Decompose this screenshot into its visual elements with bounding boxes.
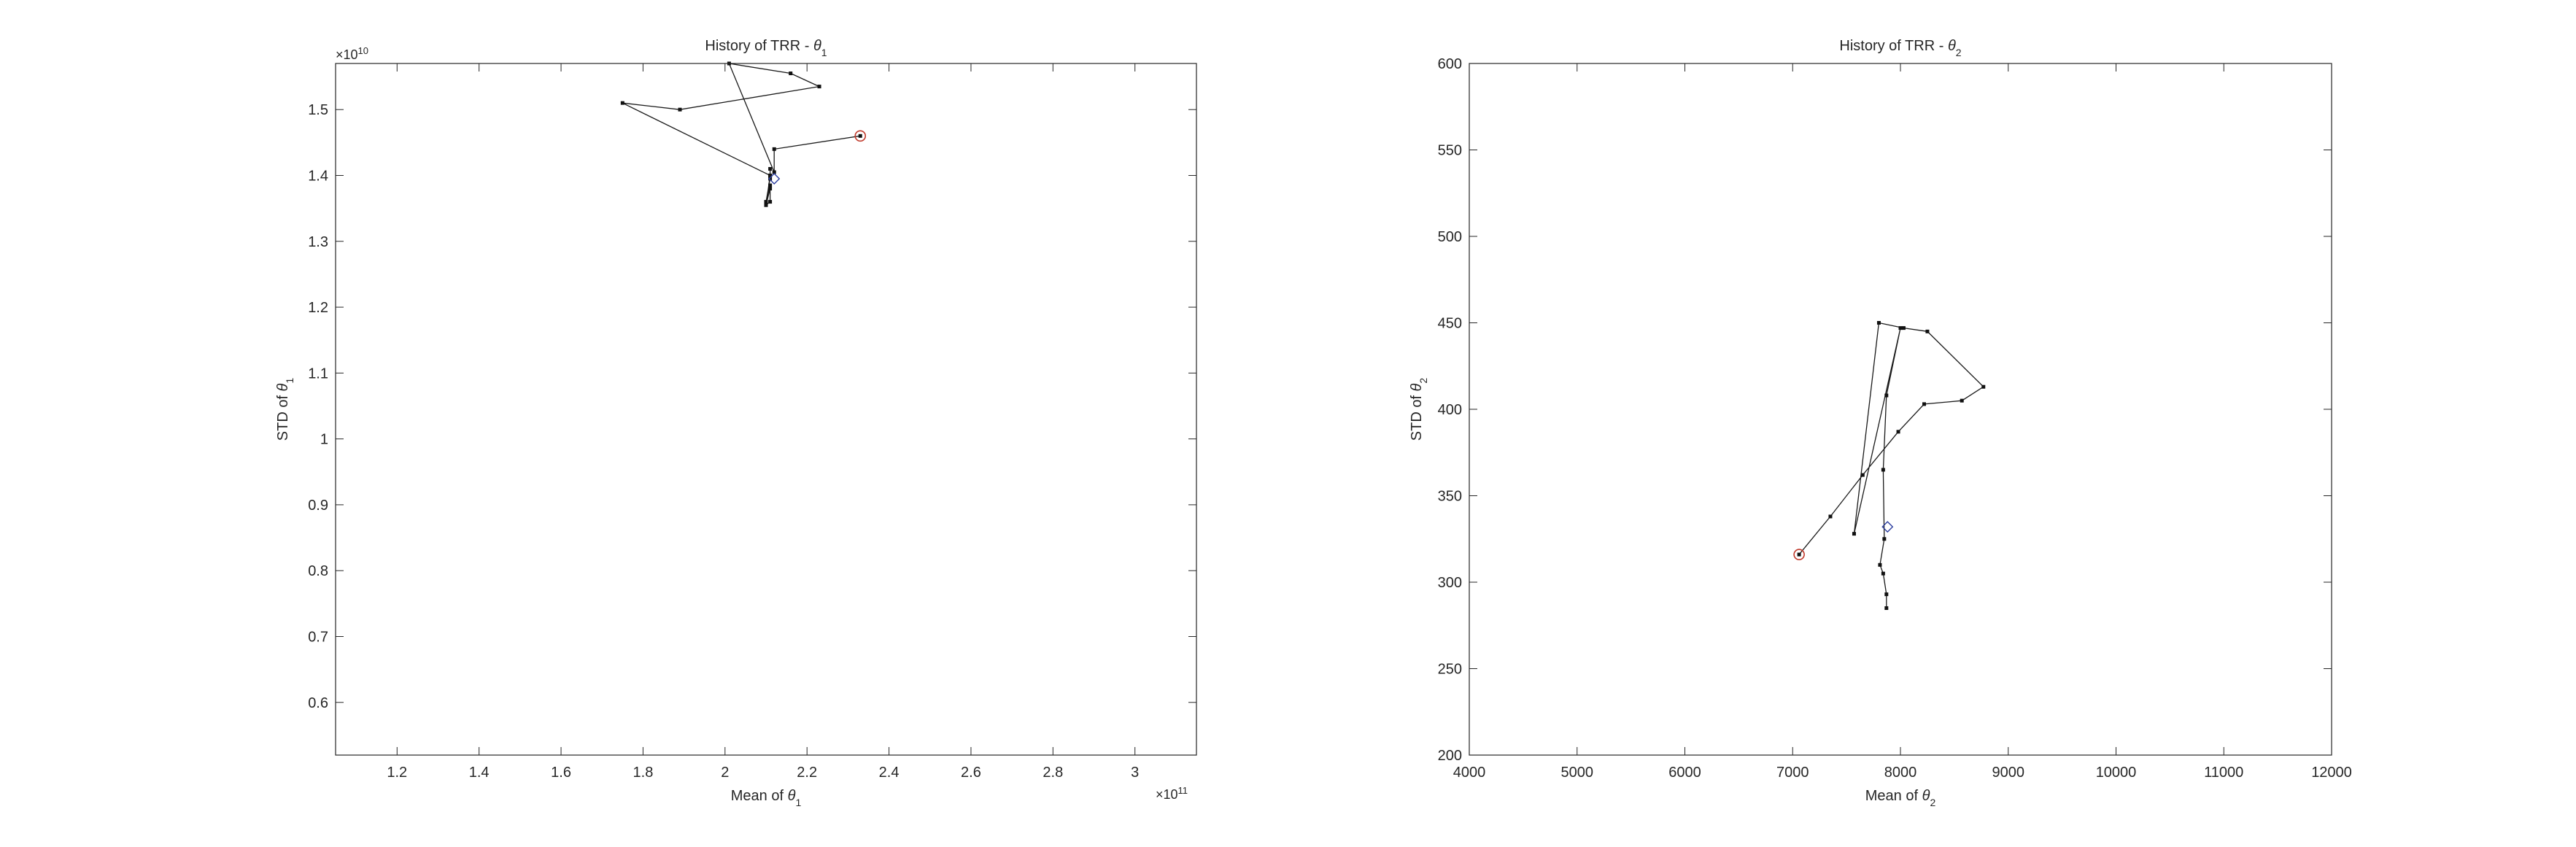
x-tick-label: 2.6 bbox=[961, 765, 981, 781]
chart-title: History of TRR - θ1 bbox=[705, 38, 827, 58]
data-point bbox=[1881, 468, 1885, 472]
axes-frame bbox=[1469, 63, 2332, 756]
data-point bbox=[620, 101, 624, 105]
data-point bbox=[1922, 402, 1927, 406]
y-tick-label: 1 bbox=[320, 432, 328, 448]
data-point bbox=[678, 107, 682, 112]
data-point bbox=[1878, 562, 1882, 567]
x-tick-label: 2 bbox=[721, 765, 729, 781]
x-axis-label: Mean of θ2 bbox=[1865, 788, 1936, 808]
data-point bbox=[768, 183, 773, 187]
end-marker bbox=[768, 173, 781, 185]
data-point bbox=[858, 134, 862, 138]
x-tick-label: 11000 bbox=[2204, 765, 2243, 781]
data-point bbox=[768, 200, 773, 204]
tick-marks bbox=[1469, 63, 2332, 756]
y-axis-label: STD of θ1 bbox=[275, 378, 295, 441]
data-point bbox=[1882, 537, 1887, 541]
axes-box bbox=[335, 63, 1197, 756]
y-tick-label: 0.8 bbox=[308, 563, 328, 579]
x-tick-label: 8000 bbox=[1884, 765, 1917, 781]
start-marker bbox=[854, 130, 867, 142]
trajectory-line bbox=[622, 63, 861, 206]
data-point bbox=[1896, 430, 1900, 434]
x-tick-label: 1.8 bbox=[633, 765, 654, 781]
data-point bbox=[772, 170, 776, 174]
x-tick-label: 1.6 bbox=[551, 765, 571, 781]
x-tick-label: 2.4 bbox=[879, 765, 900, 781]
data-point bbox=[1901, 326, 1906, 330]
y-axis-exponent: ×1010 bbox=[336, 45, 368, 63]
end-marker bbox=[1881, 521, 1894, 533]
x-tick-label: 1.2 bbox=[387, 765, 407, 781]
y-tick-label: 600 bbox=[1438, 56, 1462, 72]
tick-labels: 4000 5000 6000 7000 8000 9000 10000 11000 12000 2… bbox=[1438, 56, 2352, 781]
y-tick-label: 300 bbox=[1438, 575, 1462, 591]
y-tick-label: 1.5 bbox=[308, 102, 328, 118]
y-axis-label: STD of θ2 bbox=[1409, 378, 1429, 441]
data-point bbox=[768, 177, 773, 181]
data-point bbox=[1852, 532, 1856, 536]
data-point bbox=[1925, 329, 1930, 333]
chart-title: History of TRR - θ2 bbox=[1839, 38, 1961, 58]
data-point bbox=[1884, 606, 1889, 611]
plot-area bbox=[620, 61, 867, 207]
plot-area bbox=[1793, 321, 1986, 611]
y-tick-label: 1.2 bbox=[308, 300, 328, 316]
axes-box bbox=[1469, 63, 2332, 756]
data-point bbox=[768, 187, 773, 191]
y-tick-label: 450 bbox=[1438, 316, 1462, 332]
y-tick-label: 350 bbox=[1438, 489, 1462, 505]
y-tick-label: 250 bbox=[1438, 662, 1462, 678]
axes-frame bbox=[335, 63, 1197, 756]
data-point bbox=[1884, 393, 1889, 398]
tick-marks bbox=[336, 63, 1196, 755]
x-axis-label: Mean of θ1 bbox=[731, 788, 802, 808]
x-tick-label: 10000 bbox=[2096, 765, 2137, 781]
y-tick-label: 1.3 bbox=[308, 234, 328, 250]
x-axis-exponent: ×1011 bbox=[1156, 785, 1188, 802]
y-tick-label: 0.6 bbox=[308, 695, 328, 711]
x-tick-label: 6000 bbox=[1668, 765, 1701, 781]
chart-theta1: 1.2 1.4 1.6 1.8 2 2.2 2.4 2.6 2.8 3 0.6 0.7 0.8 0.9 1 1… bbox=[275, 38, 1197, 808]
y-tick-label: 400 bbox=[1438, 402, 1462, 418]
x-tick-label: 2.8 bbox=[1043, 765, 1063, 781]
data-point bbox=[817, 85, 821, 89]
data-point bbox=[789, 71, 793, 76]
data-point bbox=[1881, 571, 1885, 576]
data-point bbox=[1981, 384, 1986, 389]
y-tick-label: 200 bbox=[1438, 748, 1462, 764]
x-tick-label: 4000 bbox=[1453, 765, 1486, 781]
y-tick-label: 0.7 bbox=[308, 629, 328, 645]
x-tick-label: 5000 bbox=[1561, 765, 1594, 781]
chart-theta2: 4000 5000 6000 7000 8000 9000 10000 11000 12000 2… bbox=[1409, 38, 2352, 808]
y-tick-label: 1.4 bbox=[308, 168, 328, 184]
x-tick-label: 7000 bbox=[1776, 765, 1809, 781]
x-tick-label: 1.4 bbox=[469, 765, 490, 781]
y-tick-label: 500 bbox=[1438, 229, 1462, 245]
x-tick-label: 3 bbox=[1131, 765, 1139, 781]
tick-labels: 1.2 1.4 1.6 1.8 2 2.2 2.4 2.6 2.8 3 0.6 0.7 0.8 0.9 1 1… bbox=[308, 102, 1139, 781]
y-tick-label: 1.1 bbox=[308, 366, 328, 382]
data-point bbox=[1960, 398, 1964, 403]
data-point bbox=[772, 147, 776, 151]
data-point bbox=[768, 173, 773, 177]
data-point bbox=[768, 166, 773, 171]
y-tick-label: 0.9 bbox=[308, 498, 328, 514]
x-tick-label: 9000 bbox=[1992, 765, 2025, 781]
x-tick-label: 2.2 bbox=[797, 765, 817, 781]
data-point bbox=[1884, 592, 1889, 597]
y-tick-label: 550 bbox=[1438, 143, 1462, 159]
data-point bbox=[1876, 321, 1881, 325]
trajectory-line bbox=[1798, 322, 1984, 608]
data-point bbox=[1860, 473, 1865, 477]
start-marker bbox=[1793, 549, 1805, 560]
data-point bbox=[1898, 326, 1903, 330]
data-point bbox=[764, 200, 768, 204]
data-point bbox=[764, 203, 768, 207]
data-point bbox=[1828, 514, 1833, 519]
x-tick-label: 12000 bbox=[2311, 765, 2352, 781]
data-point bbox=[1797, 552, 1801, 557]
